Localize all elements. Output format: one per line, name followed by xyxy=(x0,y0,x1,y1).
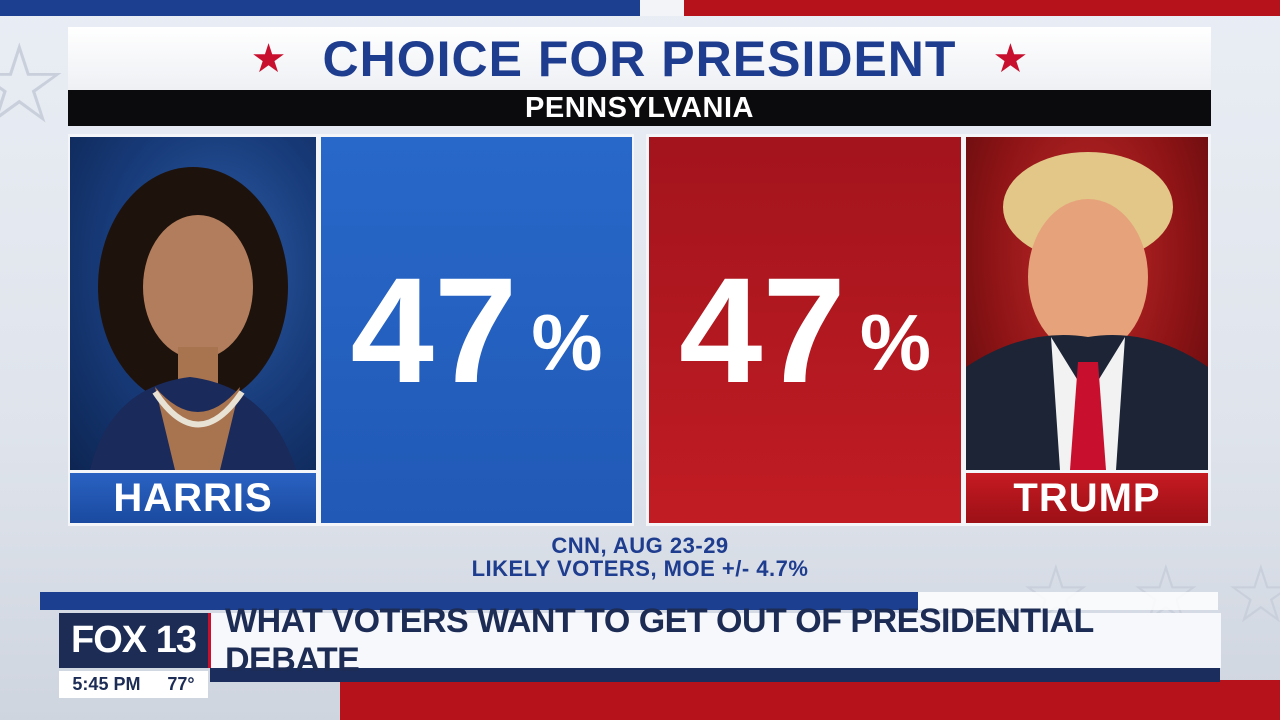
harris-percent-sign: % xyxy=(531,298,603,387)
station-logo-text: FOX 13 xyxy=(71,619,197,661)
trump-percent-box: 47 % xyxy=(649,137,961,523)
trump-percent: 47 xyxy=(679,246,846,414)
harris-percent: 47 xyxy=(350,246,518,414)
trump-name-label: TRUMP xyxy=(966,473,1208,523)
state-bar: PENNSYLVANIA xyxy=(68,90,1211,126)
station-logo: FOX 13 xyxy=(59,613,211,668)
headline-bar: WHAT VOTERS WANT TO GET OUT OF PRESIDENT… xyxy=(211,602,1221,679)
harris-name-label: HARRIS xyxy=(70,473,316,523)
graphic-title: CHOICE FOR PRESIDENT xyxy=(322,30,957,87)
temperature-label: 77° xyxy=(167,674,195,694)
harris-percent-box: 47 % xyxy=(321,137,632,523)
lower-third-white-strip xyxy=(918,592,1218,610)
background-star-icon: ☆ xyxy=(0,23,69,146)
top-red-bar xyxy=(684,0,1280,16)
title-bar: ★ CHOICE FOR PRESIDENT ★ xyxy=(68,27,1211,90)
top-white-bar xyxy=(640,0,684,16)
headline-text: WHAT VOTERS WANT TO GET OUT OF PRESIDENT… xyxy=(225,601,1094,679)
background-star-icon: ☆ xyxy=(1225,550,1280,639)
time-label: 5:45 PM xyxy=(72,674,141,694)
time-temp-bar: 5:45 PM 77° xyxy=(59,671,208,698)
poll-details: LIKELY VOTERS, MOE +/- 4.7% xyxy=(471,556,809,581)
star-icon: ★ xyxy=(250,36,287,81)
lower-third-blue-strip xyxy=(40,592,918,610)
poll-source: CNN, AUG 23-29 xyxy=(551,533,729,558)
lower-third-red-strip xyxy=(340,680,1280,720)
harris-photo xyxy=(70,137,316,470)
star-icon: ★ xyxy=(992,36,1029,81)
top-blue-bar xyxy=(0,0,640,16)
harris-portrait-icon xyxy=(90,167,296,470)
trump-percent-sign: % xyxy=(859,298,931,387)
state-label: PENNSYLVANIA xyxy=(525,91,754,124)
trump-photo xyxy=(966,137,1208,470)
trump-portrait-icon xyxy=(966,152,1208,470)
lower-third-navy-strip xyxy=(210,668,1220,682)
